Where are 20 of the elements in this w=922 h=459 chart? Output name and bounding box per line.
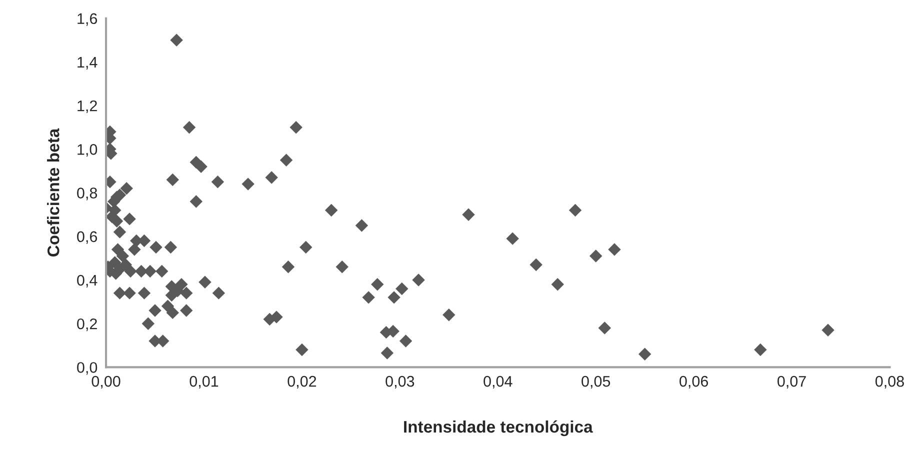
x-tick-label: 0,05 [582,376,610,389]
y-tick-label: 0,0 [77,362,98,375]
x-tick-label: 0,00 [92,376,120,389]
x-tick-label: 0,03 [386,376,414,389]
y-tick-label: 1,0 [78,144,98,157]
y-tick-label: 0,8 [77,188,98,200]
y-tick-label: 1,6 [78,13,98,26]
x-tick-label: 0,08 [875,376,904,389]
y-tick-label: 1,2 [78,100,97,114]
y-tick-label: 0,6 [77,231,98,244]
x-tick-label: 0,07 [778,376,806,389]
x-tick-label: 0,04 [484,376,512,389]
x-tick-label: 0,06 [680,376,708,389]
x-tick-label: 0,02 [288,376,316,389]
y-tick-label: 1,4 [78,56,98,70]
y-tick-label: 0,2 [77,318,97,332]
x-tick-label: 0,01 [190,376,218,389]
x-axis-title: Intensidade tecnológica [404,420,593,436]
y-axis-title: Coeficiente beta [47,128,60,256]
y-tick-label: 0,4 [77,274,98,288]
